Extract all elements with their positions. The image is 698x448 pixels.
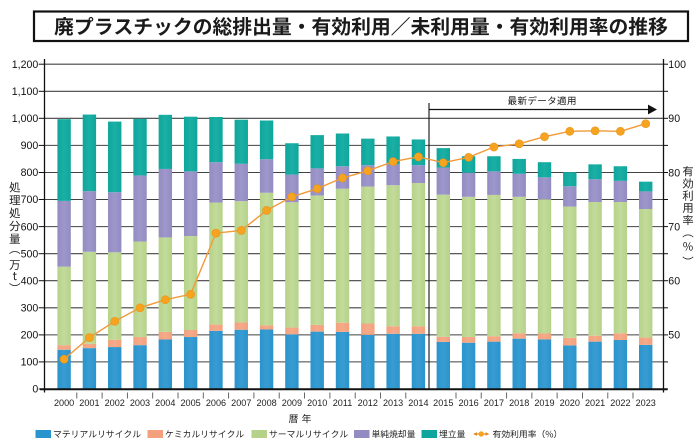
svg-text:100: 100	[21, 357, 39, 369]
svg-text:2018: 2018	[509, 398, 529, 408]
svg-text:2022: 2022	[610, 398, 630, 408]
svg-text:800: 800	[21, 167, 39, 179]
svg-text:2015: 2015	[433, 398, 453, 408]
svg-text:2016: 2016	[458, 398, 478, 408]
svg-text:2000: 2000	[54, 398, 74, 408]
svg-text:2005: 2005	[180, 398, 200, 408]
svg-text:60: 60	[668, 276, 680, 288]
svg-text:2003: 2003	[130, 398, 150, 408]
svg-text:2001: 2001	[79, 398, 99, 408]
svg-text:500: 500	[21, 248, 39, 260]
svg-text:2017: 2017	[484, 398, 504, 408]
svg-text:1,000: 1,000	[12, 113, 39, 125]
svg-text:2009: 2009	[282, 398, 302, 408]
svg-text:300: 300	[21, 303, 39, 315]
svg-text:2002: 2002	[105, 398, 125, 408]
svg-text:2004: 2004	[155, 398, 175, 408]
svg-text:70: 70	[668, 221, 680, 233]
svg-text:600: 600	[21, 221, 39, 233]
svg-text:2019: 2019	[534, 398, 554, 408]
svg-text:2008: 2008	[256, 398, 276, 408]
svg-text:2006: 2006	[206, 398, 226, 408]
svg-text:2010: 2010	[307, 398, 327, 408]
svg-text:2012: 2012	[358, 398, 378, 408]
svg-text:200: 200	[21, 330, 39, 342]
svg-text:0: 0	[32, 384, 38, 396]
svg-text:2020: 2020	[560, 398, 580, 408]
svg-text:2014: 2014	[408, 398, 428, 408]
svg-text:100: 100	[668, 59, 686, 71]
svg-text:2013: 2013	[383, 398, 403, 408]
svg-text:2023: 2023	[636, 398, 656, 408]
svg-text:2011: 2011	[333, 398, 353, 408]
svg-text:700: 700	[21, 194, 39, 206]
svg-text:2021: 2021	[585, 398, 605, 408]
svg-text:2007: 2007	[231, 398, 251, 408]
svg-text:50: 50	[668, 330, 680, 342]
svg-text:80: 80	[668, 167, 680, 179]
svg-text:1,200: 1,200	[12, 59, 39, 71]
svg-text:90: 90	[668, 113, 680, 125]
svg-text:400: 400	[21, 275, 39, 287]
svg-text:900: 900	[21, 140, 39, 152]
svg-text:1,100: 1,100	[12, 86, 39, 98]
